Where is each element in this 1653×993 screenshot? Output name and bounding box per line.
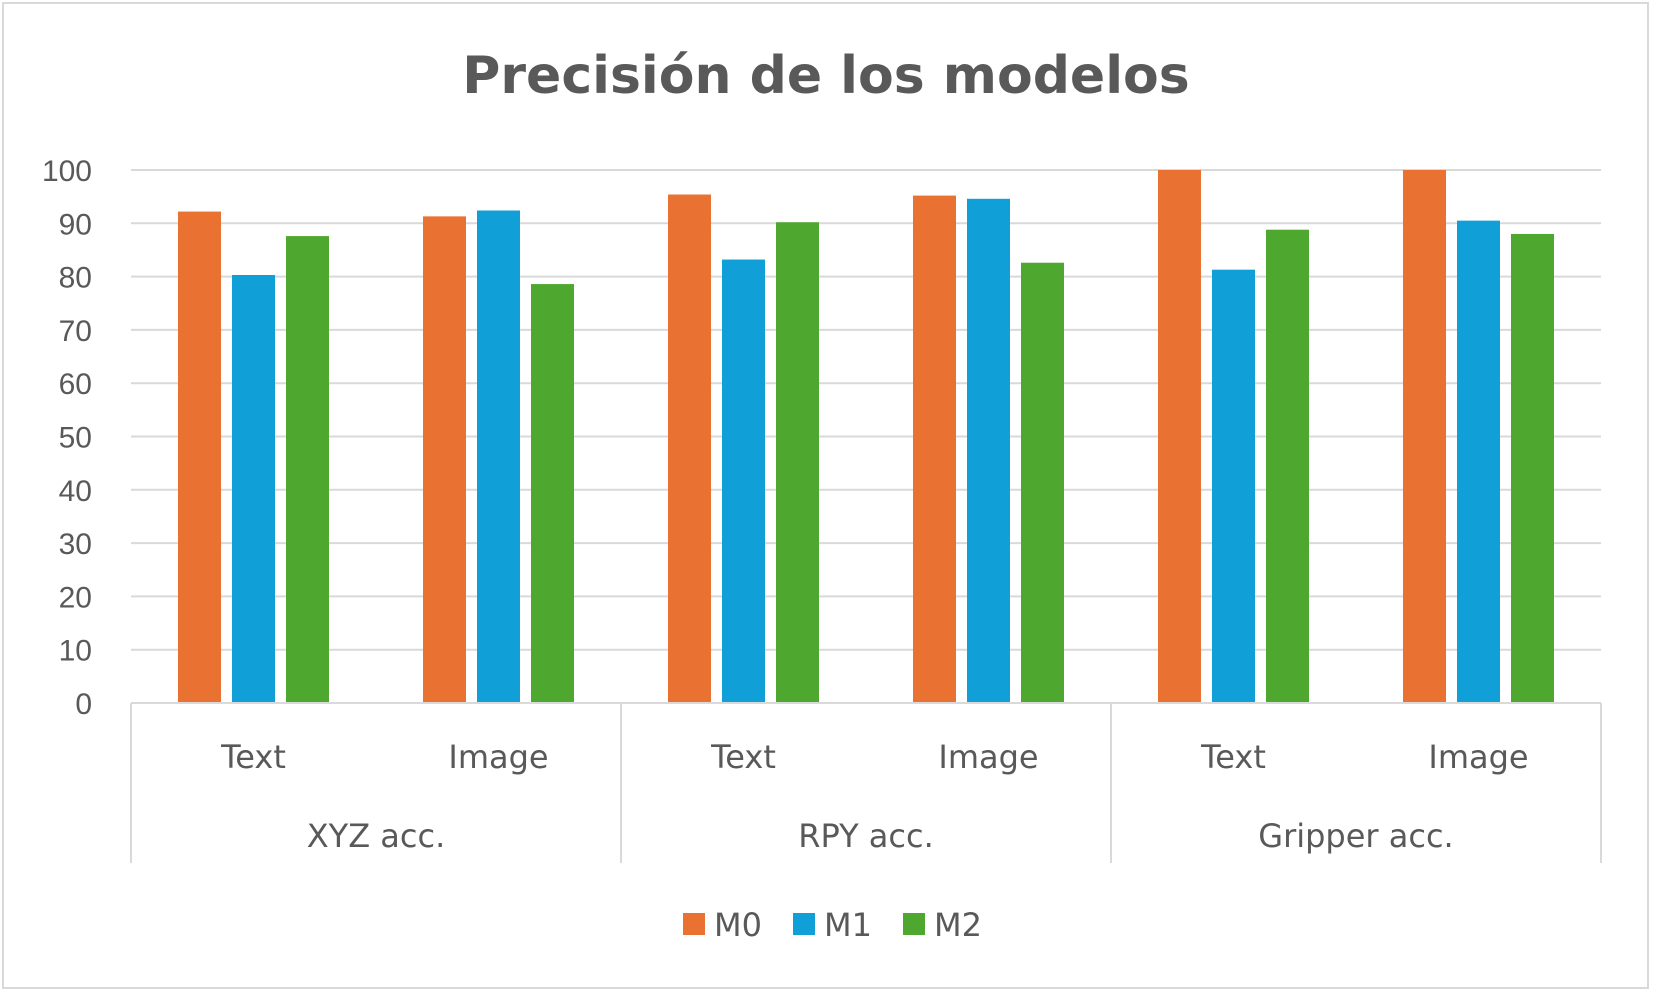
bar-m0-4 <box>1158 170 1201 703</box>
y-tick-label: 80 <box>59 262 92 295</box>
bar-m0-3 <box>913 195 956 704</box>
bar-m1-3 <box>967 198 1010 704</box>
bar-m2-2 <box>776 222 819 703</box>
x-subcategory-label: Image <box>1428 738 1528 776</box>
y-tick-label: 60 <box>59 368 92 401</box>
y-tick-label: 90 <box>59 208 92 241</box>
legend-swatch-m0 <box>683 913 705 935</box>
y-tick-label: 30 <box>59 528 92 561</box>
x-subcategory-label: Image <box>448 738 548 776</box>
x-group-label: XYZ acc. <box>307 817 446 855</box>
x-subcategory-label: Text <box>1200 738 1266 776</box>
bar-m0-2 <box>668 194 711 703</box>
x-group-label: RPY acc. <box>798 817 934 855</box>
bar-m1-4 <box>1212 269 1255 703</box>
bars <box>178 170 1554 704</box>
bar-m1-0 <box>232 275 275 703</box>
bar-m2-1 <box>531 284 574 703</box>
x-axis: Text Image Text Image Text Image XYZ acc. RPY a… <box>130 702 1602 863</box>
chart-title: Precisión de los modelos <box>462 46 1189 106</box>
bar-m2-5 <box>1511 233 1554 703</box>
x-group-label: Gripper acc. <box>1258 817 1453 855</box>
bar-m0-5 <box>1403 170 1446 703</box>
bar-m1-5 <box>1457 220 1500 703</box>
x-subcategory-label: Text <box>710 738 776 776</box>
bar-m2-4 <box>1266 229 1309 704</box>
legend-swatch-m1 <box>793 913 815 935</box>
y-tick-label: 70 <box>59 315 92 348</box>
bar-m2-3 <box>1021 262 1064 703</box>
y-tick-label: 40 <box>59 475 92 508</box>
bar-m1-1 <box>477 210 520 703</box>
bar-m0-0 <box>178 211 221 703</box>
bar-m0-1 <box>423 216 466 703</box>
y-tick-label: 10 <box>59 635 92 668</box>
gridlines <box>131 169 1601 651</box>
bar-m2-0 <box>286 236 329 704</box>
legend-label-m1: M1 <box>824 906 872 944</box>
y-tick-label: 50 <box>59 422 92 455</box>
legend-label-m2: M2 <box>934 906 982 944</box>
bar-m1-2 <box>722 259 765 703</box>
legend-swatch-m2 <box>903 913 925 935</box>
y-axis-ticks: 0 10 20 30 40 50 60 70 80 90 100 <box>42 155 92 721</box>
y-tick-label: 20 <box>59 581 92 614</box>
legend: M0 M1 M2 <box>683 906 982 944</box>
x-subcategory-label: Image <box>938 738 1038 776</box>
legend-label-m0: M0 <box>714 906 762 944</box>
y-tick-label: 100 <box>42 155 92 188</box>
x-subcategory-label: Text <box>220 738 286 776</box>
y-tick-label: 0 <box>75 688 92 721</box>
